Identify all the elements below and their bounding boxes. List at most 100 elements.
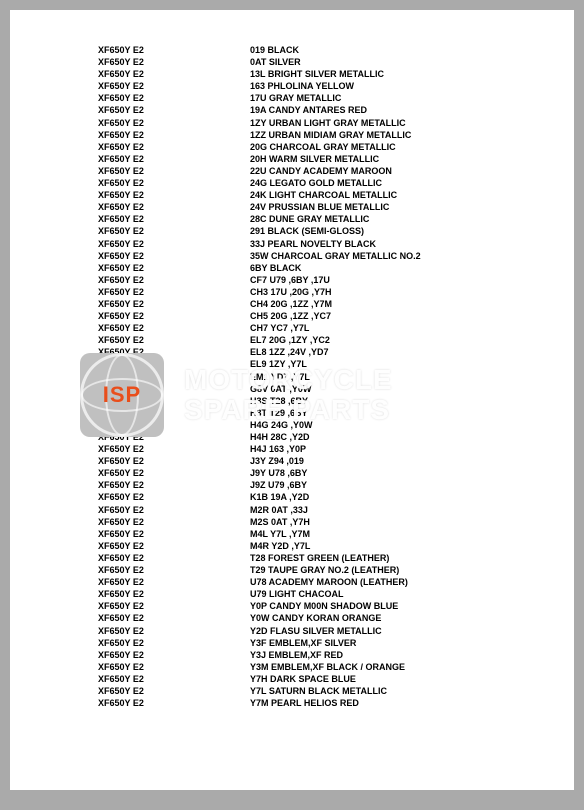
color-description: 0AT SILVER: [250, 56, 421, 68]
table-row: XF650Y E2M2R 0AT ,33J: [98, 504, 421, 516]
color-description: M2S 0AT ,Y7H: [250, 516, 421, 528]
model-code: XF650Y E2: [98, 516, 250, 528]
model-code: XF650Y E2: [98, 625, 250, 637]
table-row: XF650Y E2163 PHLOLINA YELLOW: [98, 80, 421, 92]
color-description: Y7L SATURN BLACK METALLIC: [250, 685, 421, 697]
page-container: { "watermark":{"badge":"ISP","line1":"MO…: [10, 10, 574, 790]
color-description: 019 BLACK: [250, 44, 421, 56]
model-code: XF650Y E2: [98, 129, 250, 141]
table-row: XF650Y E220H WARM SILVER METALLIC: [98, 153, 421, 165]
color-description: 291 BLACK (SEMI-GLOSS): [250, 225, 421, 237]
color-description: EL8 1ZZ ,24V ,YD7: [250, 346, 421, 358]
model-code: XF650Y E2: [98, 68, 250, 80]
table-row: XF650Y E26BY BLACK: [98, 262, 421, 274]
table-row: XF650Y E2T28 FOREST GREEN (LEATHER): [98, 552, 421, 564]
color-description: T29 TAUPE GRAY NO.2 (LEATHER): [250, 564, 421, 576]
table-row: XF650Y E2Y0W CANDY KORAN ORANGE: [98, 612, 421, 624]
color-description: 19A CANDY ANTARES RED: [250, 104, 421, 116]
model-code: XF650Y E2: [98, 346, 250, 358]
model-code: XF650Y E2: [98, 685, 250, 697]
color-description: 28C DUNE GRAY METALLIC: [250, 213, 421, 225]
table-row: XF650Y E2U79 LIGHT CHACOAL: [98, 588, 421, 600]
table-row: XF650Y E219A CANDY ANTARES RED: [98, 104, 421, 116]
table-row: XF650Y E2H4G 24G ,Y0W: [98, 419, 421, 431]
color-description: U78 ACADEMY MAROON (LEATHER): [250, 576, 421, 588]
color-description: 24V PRUSSIAN BLUE METALLIC: [250, 201, 421, 213]
color-description: G8V 0AT ,Y0W: [250, 383, 421, 395]
model-code: XF650Y E2: [98, 491, 250, 503]
color-table-wrapper: XF650Y E2019 BLACKXF650Y E20AT SILVERXF6…: [98, 44, 421, 709]
color-description: Y3M EMBLEM,XF BLACK / ORANGE: [250, 661, 421, 673]
model-code: XF650Y E2: [98, 141, 250, 153]
color-description: 1ZY URBAN LIGHT GRAY METALLIC: [250, 117, 421, 129]
color-description: J9Z U79 ,6BY: [250, 479, 421, 491]
model-code: XF650Y E2: [98, 443, 250, 455]
color-description: Y2D FLASU SILVER METALLIC: [250, 625, 421, 637]
color-description: Y3J EMBLEM,XF RED: [250, 649, 421, 661]
table-row: XF650Y E20AT SILVER: [98, 56, 421, 68]
color-description: CH7 YC7 ,Y7L: [250, 322, 421, 334]
table-row: XF650Y E2CH4 20G ,1ZZ ,Y7M: [98, 298, 421, 310]
color-description: 163 PHLOLINA YELLOW: [250, 80, 421, 92]
model-code: XF650Y E2: [98, 358, 250, 370]
model-code: XF650Y E2: [98, 612, 250, 624]
color-description: J9Y U78 ,6BY: [250, 467, 421, 479]
model-code: XF650Y E2: [98, 395, 250, 407]
model-code: XF650Y E2: [98, 44, 250, 56]
model-code: XF650Y E2: [98, 310, 250, 322]
model-code: XF650Y E2: [98, 479, 250, 491]
color-description: 6BY BLACK: [250, 262, 421, 274]
color-description: H4J 163 ,Y0P: [250, 443, 421, 455]
color-description: M4L Y7L ,Y7M: [250, 528, 421, 540]
model-code: XF650Y E2: [98, 540, 250, 552]
table-row: XF650Y E224V PRUSSIAN BLUE METALLIC: [98, 201, 421, 213]
model-code: XF650Y E2: [98, 637, 250, 649]
model-code: XF650Y E2: [98, 334, 250, 346]
table-row: XF650Y E2Y3F EMBLEM,XF SILVER: [98, 637, 421, 649]
model-code: XF650Y E2: [98, 673, 250, 685]
color-description: 22U CANDY ACADEMY MAROON: [250, 165, 421, 177]
model-code: XF650Y E2: [98, 419, 250, 431]
model-code: XF650Y E2: [98, 225, 250, 237]
color-table: XF650Y E2019 BLACKXF650Y E20AT SILVERXF6…: [98, 44, 421, 709]
color-description: M2R 0AT ,33J: [250, 504, 421, 516]
model-code: XF650Y E2: [98, 238, 250, 250]
model-code: XF650Y E2: [98, 552, 250, 564]
model-code: XF650Y E2: [98, 189, 250, 201]
table-row: XF650Y E2EL9 1ZY ,Y7L: [98, 358, 421, 370]
table-row: XF650Y E2CH5 20G ,1ZZ ,YC7: [98, 310, 421, 322]
color-description: 1ZZ URBAN MIDIAM GRAY METALLIC: [250, 129, 421, 141]
table-row: XF650Y E2H3T T29 ,6BY: [98, 407, 421, 419]
model-code: XF650Y E2: [98, 383, 250, 395]
table-row: XF650Y E2Y3M EMBLEM,XF BLACK / ORANGE: [98, 661, 421, 673]
table-row: XF650Y E217U GRAY METALLIC: [98, 92, 421, 104]
color-description: H3T T29 ,6BY: [250, 407, 421, 419]
model-code: XF650Y E2: [98, 576, 250, 588]
table-row: XF650Y E2CF7 U79 ,6BY ,17U: [98, 274, 421, 286]
color-description: EL9 1ZY ,Y7L: [250, 358, 421, 370]
table-row: XF650Y E2G8V 0AT ,Y0W: [98, 383, 421, 395]
table-row: XF650Y E2019 BLACK: [98, 44, 421, 56]
model-code: XF650Y E2: [98, 153, 250, 165]
model-code: XF650Y E2: [98, 588, 250, 600]
model-code: XF650Y E2: [98, 298, 250, 310]
color-description: 20H WARM SILVER METALLIC: [250, 153, 421, 165]
table-row: XF650Y E222U CANDY ACADEMY MAROON: [98, 165, 421, 177]
model-code: XF650Y E2: [98, 177, 250, 189]
table-row: XF650Y E2Y7L SATURN BLACK METALLIC: [98, 685, 421, 697]
color-description: U79 LIGHT CHACOAL: [250, 588, 421, 600]
color-description: 35W CHARCOAL GRAY METALLIC NO.2: [250, 250, 421, 262]
color-description: 13L BRIGHT SILVER METALLIC: [250, 68, 421, 80]
model-code: XF650Y E2: [98, 528, 250, 540]
table-row: XF650Y E2J9Z U79 ,6BY: [98, 479, 421, 491]
table-row: XF650Y E228C DUNE GRAY METALLIC: [98, 213, 421, 225]
model-code: XF650Y E2: [98, 92, 250, 104]
table-row: XF650Y E2Y0P CANDY M00N SHADOW BLUE: [98, 600, 421, 612]
table-row: XF650Y E2EL7 20G ,1ZY ,YC2: [98, 334, 421, 346]
table-row: XF650Y E2Y3J EMBLEM,XF RED: [98, 649, 421, 661]
color-description: EM1 YD7 ,Y7L: [250, 371, 421, 383]
model-code: XF650Y E2: [98, 262, 250, 274]
table-row: XF650Y E2M4L Y7L ,Y7M: [98, 528, 421, 540]
table-row: XF650Y E2U78 ACADEMY MAROON (LEATHER): [98, 576, 421, 588]
table-row: XF650Y E2CH7 YC7 ,Y7L: [98, 322, 421, 334]
